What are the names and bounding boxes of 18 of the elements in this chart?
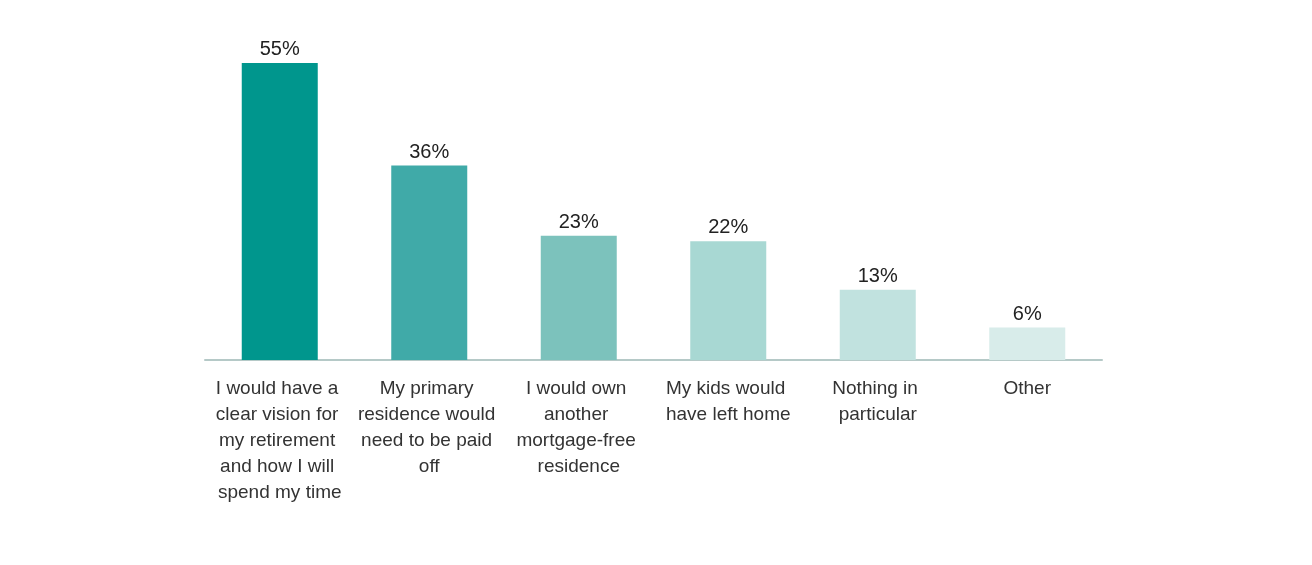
data-label: 6% (1012, 301, 1042, 324)
bar (839, 289, 916, 360)
x-tick-label: I would own another mortgage-free residence (516, 376, 642, 476)
data-label: 36% (409, 139, 450, 162)
data-label: 55% (259, 37, 300, 59)
x-tick-label: Other (1003, 376, 1052, 398)
x-tick-label: Nothing in particular (832, 376, 924, 424)
data-label: 22% (708, 215, 749, 238)
x-tick-label: My kids would have left home (665, 376, 791, 424)
bar (391, 165, 468, 360)
bar (989, 327, 1066, 360)
bar (690, 241, 767, 360)
x-tick-label: I would have a clear vision for my retirement and how I will spend my time (215, 376, 344, 502)
x-tick-label: My primary residence would need to be paid off (357, 376, 501, 476)
bar (241, 63, 318, 360)
bar (540, 235, 617, 360)
data-label: 23% (558, 209, 599, 232)
data-label: 13% (857, 263, 898, 286)
